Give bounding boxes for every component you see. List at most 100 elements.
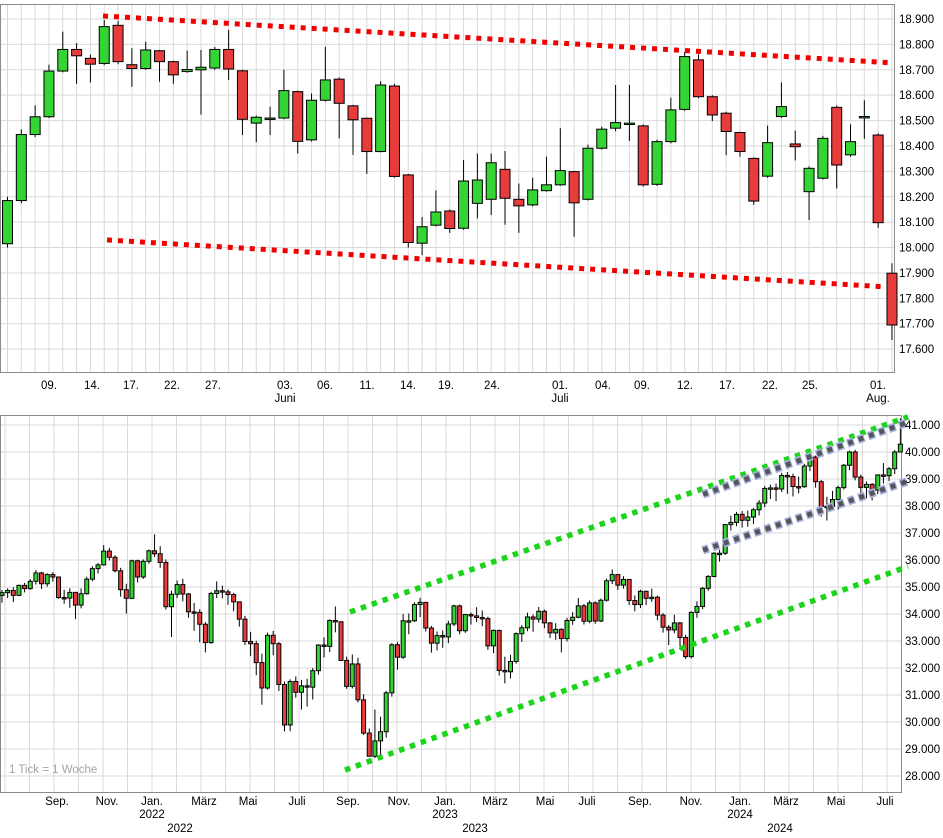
candle — [880, 463, 886, 484]
candle-body-down — [886, 272, 898, 326]
candle — [16, 584, 22, 597]
candle — [519, 625, 525, 642]
candle-body-up — [671, 622, 677, 631]
candle — [163, 559, 169, 610]
weekly-y-axis-labels: 41.000 40.000 39.000 38.000 37.000 36.000 35.0… — [905, 420, 940, 783]
candle — [587, 600, 593, 624]
candle-body-up — [406, 620, 412, 623]
candle — [347, 104, 359, 155]
daily-upper-resistance-line — [102, 13, 894, 66]
candle-body-down — [789, 143, 801, 148]
candle-body-down — [61, 597, 67, 600]
candle — [458, 159, 470, 230]
candle — [276, 642, 282, 691]
candle-body-down — [457, 605, 463, 632]
x-tick-label: 2022 — [139, 809, 165, 821]
candle — [411, 602, 417, 623]
candle-body-down — [513, 198, 525, 207]
candle — [135, 559, 141, 583]
y-tick-label: 33.000 — [905, 636, 940, 648]
candle — [321, 637, 327, 658]
candle — [185, 592, 191, 618]
candle-body-down — [71, 48, 83, 57]
candle — [817, 135, 829, 180]
candle-body-up — [688, 611, 694, 658]
y-tick-label: 36.000 — [905, 555, 940, 567]
candle-body-up — [101, 550, 107, 566]
candle-body-up — [181, 69, 193, 73]
candle-body-down — [22, 584, 28, 590]
candle — [349, 654, 355, 689]
x-tick-label: 14. — [84, 380, 100, 392]
candle — [44, 573, 50, 587]
candle — [728, 515, 734, 531]
candle-body-up — [700, 587, 706, 607]
candle-body-up — [540, 184, 552, 192]
candle-body-down — [872, 134, 884, 224]
candle-body-down — [592, 602, 598, 622]
candle — [361, 117, 373, 174]
candle-body-up — [892, 451, 898, 470]
candle-body-down — [734, 132, 746, 153]
candle-body-down — [706, 96, 718, 116]
candle-body-down — [444, 210, 456, 229]
candle — [84, 576, 90, 595]
candle — [623, 85, 635, 141]
candle-body-up — [298, 685, 304, 693]
candle — [530, 614, 536, 632]
y-tick-label: 41.000 — [905, 420, 940, 432]
candle-body-down — [157, 553, 163, 563]
candle — [265, 632, 271, 690]
candle — [95, 562, 101, 574]
candle-body-up — [728, 521, 734, 526]
candle — [502, 656, 508, 684]
candle-body-up — [458, 180, 470, 229]
candle — [2, 196, 13, 248]
candle-body-up — [775, 106, 787, 118]
weekly-channel-lower-line — [344, 563, 909, 773]
candle — [527, 177, 539, 207]
candle-body-up — [264, 117, 276, 120]
y-tick-label: 29.000 — [905, 744, 940, 756]
candle — [195, 49, 207, 115]
candle-body-up — [623, 122, 635, 126]
candle-body-down — [106, 550, 112, 558]
candle-body-up — [621, 578, 626, 586]
candle-body-up — [315, 644, 321, 672]
candle-body-down — [152, 550, 158, 555]
x-tick-label: Jan. — [729, 796, 751, 808]
candle-body-down — [666, 626, 672, 631]
candle — [310, 667, 316, 700]
candle-body-up — [445, 623, 451, 638]
candle-body-up — [57, 48, 69, 72]
candle — [615, 574, 621, 590]
candle — [219, 585, 225, 599]
candle-body-down — [84, 57, 96, 65]
candle — [378, 716, 384, 758]
candle-body-up — [319, 79, 331, 101]
candle — [417, 597, 423, 618]
candle-body-down — [185, 593, 191, 613]
y-tick-label: 38.000 — [905, 501, 940, 513]
candle-body-down — [748, 157, 760, 202]
candle-body-down — [558, 628, 564, 640]
candle-body-up — [174, 584, 180, 595]
candle-body-up — [208, 592, 214, 644]
candle-body-down — [831, 106, 843, 166]
candle-body-up — [847, 451, 852, 466]
candle — [315, 644, 321, 675]
candle-body-down — [50, 574, 56, 578]
candle — [259, 653, 265, 705]
x-tick-label: 01. — [870, 380, 886, 392]
weekly-x-axis-labels: Sep. Nov. Jan. März Mai Juli Sep. Nov. Jan. März M… — [45, 796, 893, 835]
x-tick-label: 06. — [317, 380, 333, 392]
candle-body-up — [665, 109, 677, 143]
candle-body-up — [734, 513, 739, 523]
candle — [388, 83, 400, 178]
candle — [253, 640, 259, 676]
daily-v-gridlines — [7, 4, 893, 373]
candle-body-down — [361, 117, 373, 153]
candle — [496, 629, 502, 676]
candle — [649, 588, 655, 602]
candle — [570, 612, 576, 625]
